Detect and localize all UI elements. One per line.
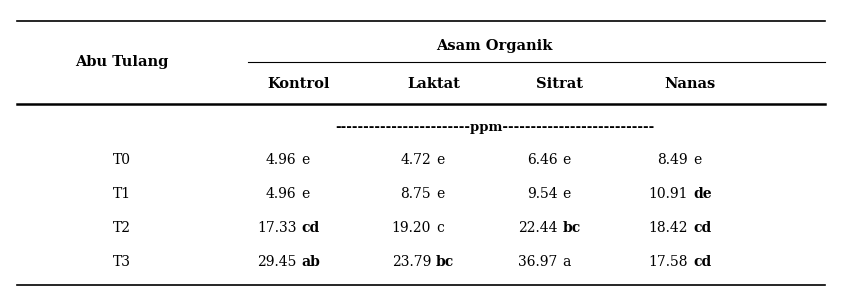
Text: T3: T3 [113,255,131,269]
Text: ab: ab [301,255,320,269]
Text: 36.97: 36.97 [518,255,557,269]
Text: cd: cd [693,255,711,269]
Text: 8.75: 8.75 [401,187,431,201]
Text: a: a [562,255,571,269]
Text: e: e [436,187,445,201]
Text: Sitrat: Sitrat [536,77,584,91]
Text: T0: T0 [113,153,131,167]
Text: 6.46: 6.46 [527,153,557,167]
Text: Abu Tulang: Abu Tulang [76,56,168,69]
Text: 19.20: 19.20 [392,221,431,235]
Text: e: e [301,153,310,167]
Text: 4.72: 4.72 [400,153,431,167]
Text: 29.45: 29.45 [257,255,296,269]
Text: e: e [436,153,445,167]
Text: bc: bc [436,255,455,269]
Text: 10.91: 10.91 [648,187,688,201]
Text: cd: cd [301,221,320,235]
Text: T1: T1 [113,187,131,201]
Text: T2: T2 [113,221,131,235]
Text: Asam Organik: Asam Organik [436,39,553,53]
Text: 8.49: 8.49 [658,153,688,167]
Text: c: c [436,221,444,235]
Text: Laktat: Laktat [408,77,460,91]
Text: 22.44: 22.44 [518,221,557,235]
Text: 17.58: 17.58 [648,255,688,269]
Text: e: e [693,153,701,167]
Text: e: e [301,187,310,201]
Text: e: e [562,153,571,167]
Text: 18.42: 18.42 [648,221,688,235]
Text: 4.96: 4.96 [266,153,296,167]
Text: 23.79: 23.79 [392,255,431,269]
Text: 4.96: 4.96 [266,187,296,201]
Text: e: e [562,187,571,201]
Text: Nanas: Nanas [665,77,716,91]
Text: Kontrol: Kontrol [268,77,330,91]
Text: bc: bc [562,221,581,235]
Text: cd: cd [693,221,711,235]
Text: ------------------------ppm---------------------------: ------------------------ppm-------------… [335,121,654,134]
Text: 9.54: 9.54 [527,187,557,201]
Text: de: de [693,187,711,201]
Text: 17.33: 17.33 [257,221,296,235]
